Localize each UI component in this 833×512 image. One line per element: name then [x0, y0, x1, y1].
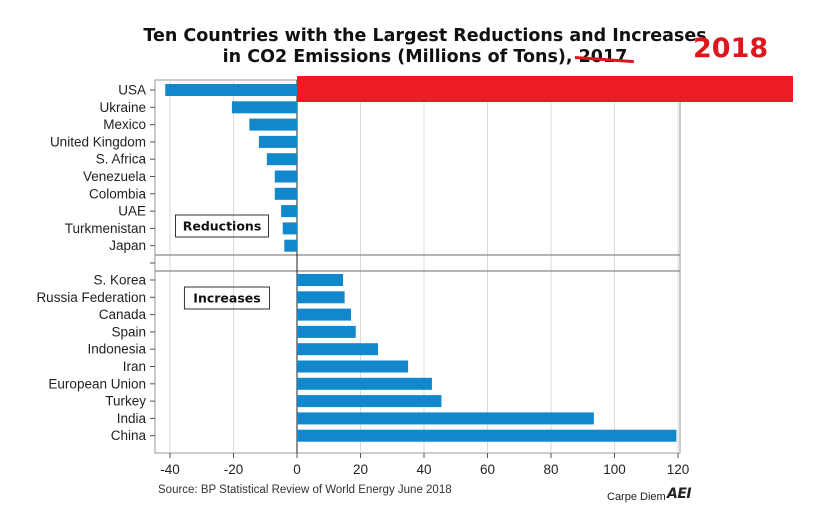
group-label-box [183, 286, 271, 310]
bar-s-korea [297, 274, 344, 286]
group-label: Increases [193, 291, 260, 306]
x-tick-label: -20 [224, 462, 244, 477]
category-label: China [111, 428, 147, 443]
category-label: UAE [118, 204, 146, 219]
bar-s-africa [266, 153, 297, 166]
chart-title-line-1: Ten Countries with the Largest Reduction… [143, 26, 707, 46]
category-label: Canada [99, 307, 147, 322]
bar-indonesia [297, 343, 378, 356]
category-label: Russia Federation [36, 290, 146, 305]
bar-india [297, 412, 594, 425]
category-label: Japan [109, 238, 146, 253]
x-tick-label: 20 [353, 462, 368, 477]
bar-usa [165, 84, 297, 96]
category-label: Ukraine [99, 100, 146, 115]
category-label: USA [118, 83, 146, 98]
category-label: Indonesia [87, 342, 146, 357]
bar-european-union [297, 377, 432, 390]
x-tick-label: 60 [480, 462, 495, 477]
category-label: India [117, 411, 147, 426]
x-tick-label: 0 [293, 462, 301, 477]
category-label: Colombia [89, 186, 147, 201]
bar-iran [297, 360, 409, 373]
category-label: Turkmenistan [65, 221, 146, 236]
bar-japan [284, 239, 297, 252]
x-tick-label: 80 [543, 462, 558, 477]
category-label: Turkey [105, 394, 146, 409]
group-label-box [175, 214, 269, 238]
x-tick-label: 100 [603, 462, 626, 477]
plot-area [154, 79, 681, 454]
year-correction-annotation: 2018 [693, 33, 769, 64]
bar-mexico [249, 118, 297, 131]
bar-canada [297, 308, 351, 321]
bar-united-kingdom [258, 135, 297, 148]
category-label: Venezuela [83, 169, 147, 184]
struck-year: 2017 [574, 46, 634, 68]
bar-uae [281, 205, 297, 218]
group-label: Reductions [183, 219, 262, 234]
brand-name: Carpe Diem [607, 491, 666, 503]
chart-title-line-2-text: in CO2 Emissions (Millions of Tons), [222, 47, 579, 67]
category-label: United Kingdom [50, 134, 146, 149]
bar-turkmenistan [282, 222, 297, 235]
source-note: Source: BP Statistical Review of World E… [158, 484, 452, 496]
bar-spain [297, 325, 356, 338]
category-label: S. Africa [96, 152, 147, 167]
category-label: Spain [111, 324, 146, 339]
bar-turkey [297, 395, 442, 408]
aei-logo: AEI [667, 486, 692, 502]
bar-venezuela [274, 170, 297, 183]
redaction-overlay [297, 76, 793, 102]
bar-china [297, 429, 677, 442]
x-tick-label: -40 [160, 462, 180, 477]
bar-ukraine [231, 101, 297, 114]
category-label: S. Korea [93, 273, 146, 288]
category-label: European Union [48, 376, 146, 391]
chart-title-line-2: in CO2 Emissions (Millions of Tons), 201… [110, 46, 740, 68]
category-label: Iran [123, 359, 146, 374]
x-tick-label: 40 [416, 462, 431, 477]
bar-russia-federation [297, 291, 345, 304]
bar-colombia [274, 187, 297, 200]
x-tick-label: 120 [667, 462, 690, 477]
category-label: Mexico [103, 117, 146, 132]
